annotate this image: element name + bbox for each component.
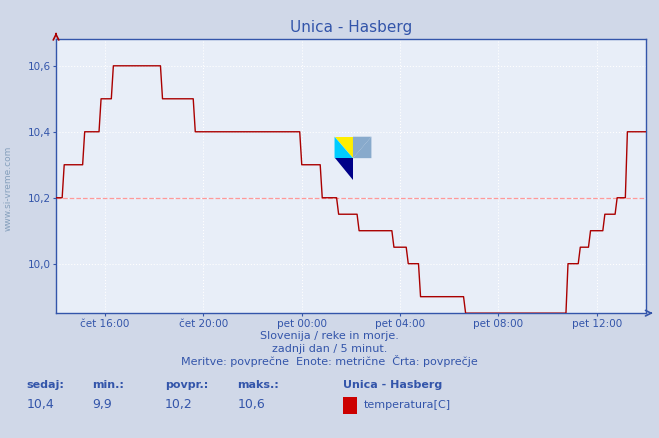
Text: maks.:: maks.: xyxy=(237,380,279,390)
Polygon shape xyxy=(335,158,353,180)
Title: Unica - Hasberg: Unica - Hasberg xyxy=(290,21,412,35)
Text: Meritve: povprečne  Enote: metrične  Črta: povprečje: Meritve: povprečne Enote: metrične Črta:… xyxy=(181,355,478,367)
Polygon shape xyxy=(353,137,372,158)
Polygon shape xyxy=(335,137,353,158)
Text: 10,2: 10,2 xyxy=(165,398,192,411)
Text: min.:: min.: xyxy=(92,380,124,390)
Text: Unica - Hasberg: Unica - Hasberg xyxy=(343,380,442,390)
Text: zadnji dan / 5 minut.: zadnji dan / 5 minut. xyxy=(272,344,387,354)
Text: povpr.:: povpr.: xyxy=(165,380,208,390)
Text: www.si-vreme.com: www.si-vreme.com xyxy=(4,146,13,231)
Text: sedaj:: sedaj: xyxy=(26,380,64,390)
Text: 10,4: 10,4 xyxy=(26,398,54,411)
Text: 10,6: 10,6 xyxy=(237,398,265,411)
Polygon shape xyxy=(353,137,372,158)
Polygon shape xyxy=(335,137,353,158)
Text: temperatura[C]: temperatura[C] xyxy=(364,400,451,410)
Text: 9,9: 9,9 xyxy=(92,398,112,411)
Text: Slovenija / reke in morje.: Slovenija / reke in morje. xyxy=(260,332,399,342)
